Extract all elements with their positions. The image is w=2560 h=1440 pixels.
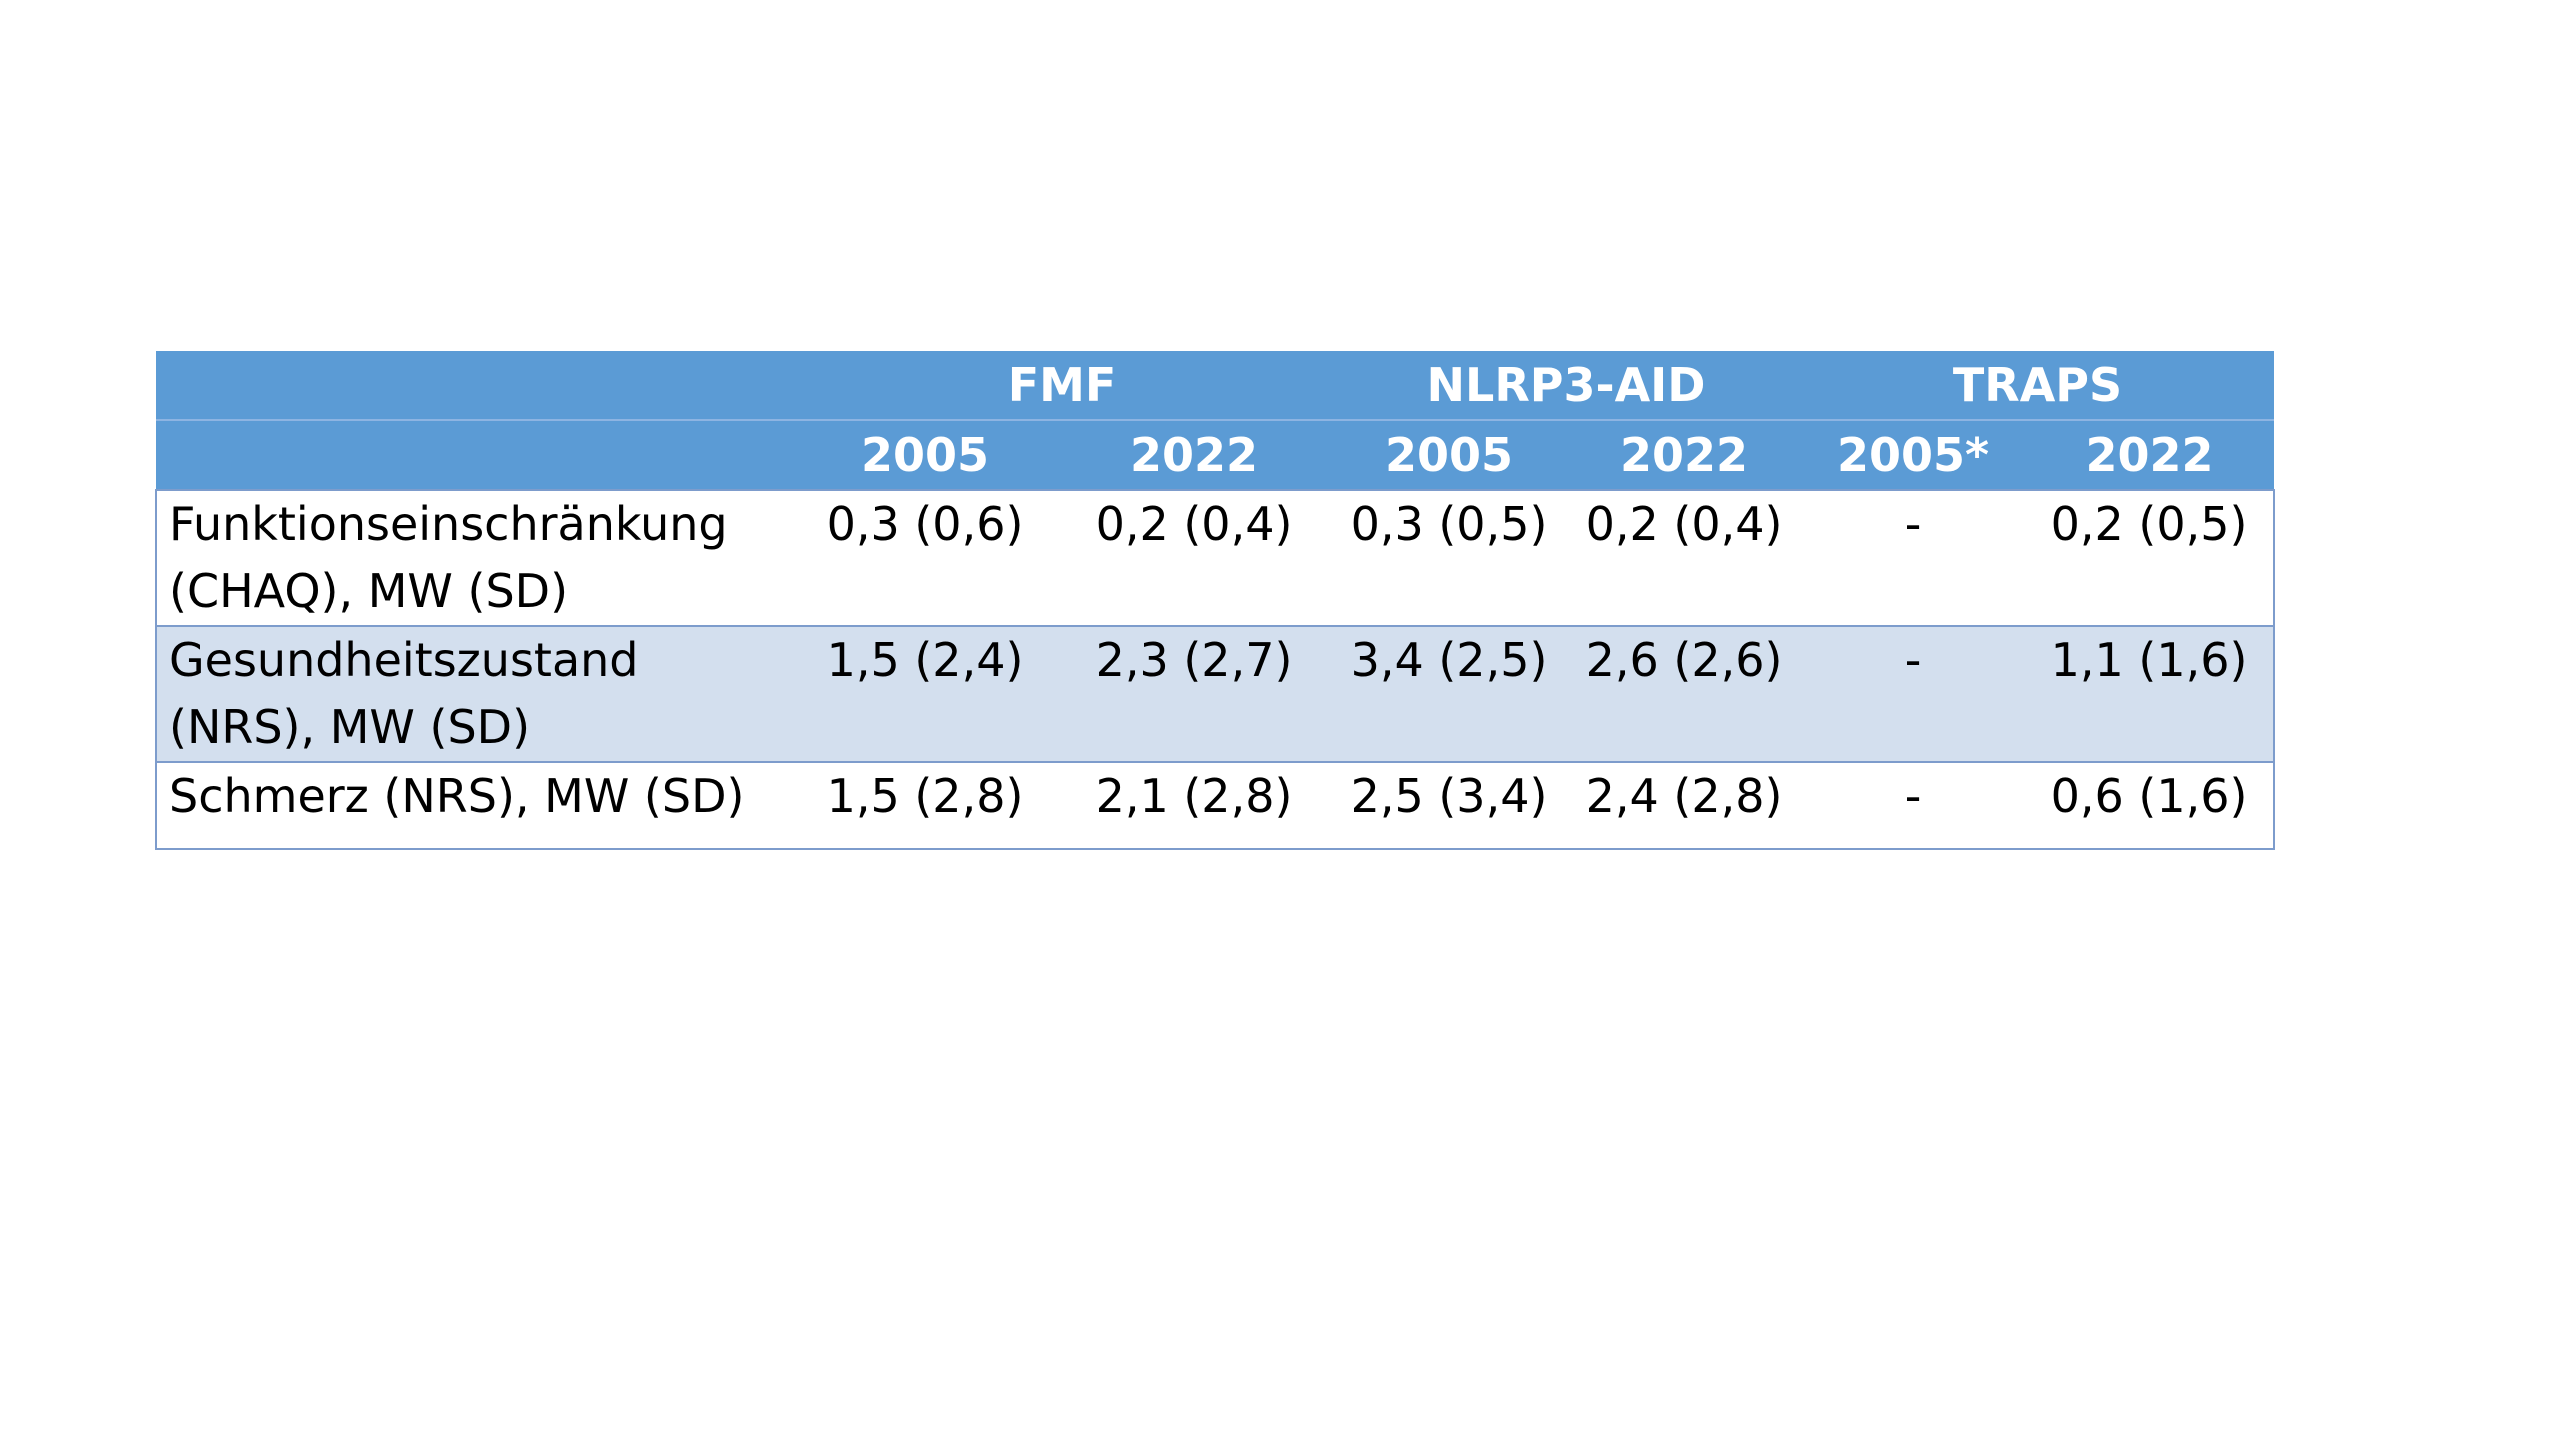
table-header: FMF NLRP3-AID TRAPS 2005 2022 2005 2022 2005* 2… — [156, 351, 2275, 490]
year-header: 2005 — [1331, 420, 1567, 490]
table-body: Funktionseinschränkung (CHAQ), MW (SD) 0,… — [156, 489, 2275, 849]
row-label: Funktionseinschränkung (CHAQ), MW (SD) — [156, 489, 793, 626]
cell-value: 3,4 (2,5) — [1331, 625, 1567, 762]
group-header: TRAPS — [1801, 351, 2275, 421]
cell-value: 0,3 (0,6) — [793, 489, 1057, 626]
row-label: Gesundheitszustand (NRS), MW (SD) — [156, 625, 793, 762]
cell-value: 1,1 (1,6) — [2025, 625, 2275, 762]
header-spacer — [156, 420, 793, 490]
cell-value: - — [1801, 761, 2026, 849]
table-row: Gesundheitszustand (NRS), MW (SD) 1,5 (2,… — [156, 625, 2275, 762]
cell-value: 0,2 (0,4) — [1057, 489, 1331, 626]
cell-value: - — [1801, 625, 2026, 762]
cell-value: 2,4 (2,8) — [1567, 761, 1802, 849]
year-row: 2005 2022 2005 2022 2005* 2022 — [156, 420, 2275, 490]
cell-value: 2,3 (2,7) — [1057, 625, 1331, 762]
group-header: FMF — [793, 351, 1331, 421]
cell-value: 1,5 (2,4) — [793, 625, 1057, 762]
data-table: FMF NLRP3-AID TRAPS 2005 2022 2005 2022 2005* 2… — [155, 351, 2275, 850]
cell-value: 2,6 (2,6) — [1567, 625, 1802, 762]
cell-value: 0,6 (1,6) — [2025, 761, 2275, 849]
cell-value: 0,2 (0,5) — [2025, 489, 2275, 626]
cell-value: - — [1801, 489, 2026, 626]
year-header: 2005 — [793, 420, 1057, 490]
cell-value: 0,2 (0,4) — [1567, 489, 1802, 626]
table-row: Schmerz (NRS), MW (SD) 1,5 (2,8) 2,1 (2,8)… — [156, 761, 2275, 849]
cell-value: 2,1 (2,8) — [1057, 761, 1331, 849]
year-header: 2005* — [1801, 420, 2026, 490]
group-row: FMF NLRP3-AID TRAPS — [156, 351, 2275, 421]
year-header: 2022 — [2025, 420, 2275, 490]
header-spacer — [156, 351, 793, 421]
table-row: Funktionseinschränkung (CHAQ), MW (SD) 0,… — [156, 489, 2275, 626]
group-header: NLRP3-AID — [1331, 351, 1802, 421]
row-label: Schmerz (NRS), MW (SD) — [156, 761, 793, 849]
year-header: 2022 — [1057, 420, 1331, 490]
cell-value: 1,5 (2,8) — [793, 761, 1057, 849]
cell-value: 0,3 (0,5) — [1331, 489, 1567, 626]
year-header: 2022 — [1567, 420, 1802, 490]
cell-value: 2,5 (3,4) — [1331, 761, 1567, 849]
